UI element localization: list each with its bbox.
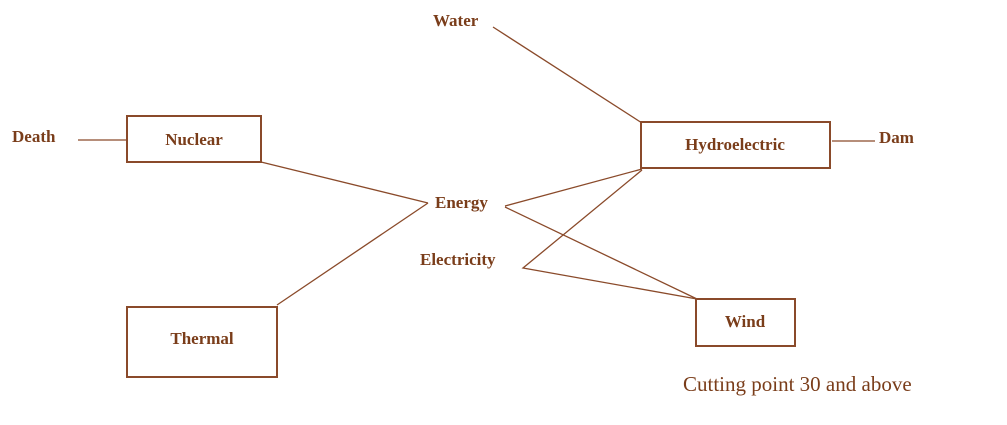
connector: [504, 168, 643, 207]
node-label: Nuclear: [165, 130, 223, 149]
connector: [276, 202, 429, 306]
connector: [260, 161, 429, 204]
node-box: [640, 121, 831, 169]
node-label: Electricity: [420, 250, 496, 269]
node-label: Thermal: [170, 329, 234, 348]
connector: [521, 169, 698, 300]
node-label: Energy: [435, 193, 488, 212]
connector: [504, 206, 698, 300]
node-label: Dam: [879, 128, 914, 147]
node-box: [126, 115, 262, 163]
node-box: [695, 298, 796, 347]
node-label: Water: [433, 11, 479, 30]
note: Cutting point 30 and above: [683, 372, 912, 396]
node-label: Death: [12, 127, 56, 146]
node-label: Hydroelectric: [685, 135, 785, 154]
node-box: [126, 306, 278, 378]
node-label: Wind: [725, 312, 766, 331]
connector: [492, 26, 643, 124]
